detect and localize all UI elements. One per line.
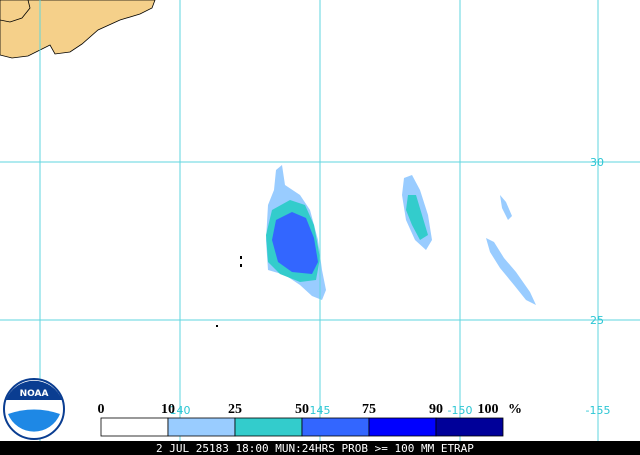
- noaa-logo: NOAA: [3, 378, 65, 440]
- legend-label: 25: [228, 402, 242, 417]
- land: [0, 0, 31, 23]
- lon-label: -155: [586, 404, 611, 417]
- lon-label: 140: [170, 404, 191, 417]
- lat-label: 30: [590, 156, 604, 169]
- legend-swatch: [234, 417, 303, 437]
- legend-label: 90: [429, 402, 443, 417]
- legend-label: 0: [98, 402, 105, 417]
- logo-text: NOAA: [20, 389, 49, 399]
- lon-label: 145: [310, 404, 331, 417]
- legend-label: 100: [478, 402, 499, 417]
- land: [0, 0, 156, 59]
- legend-label: 50: [295, 402, 309, 417]
- probability-areas: [216, 165, 536, 327]
- caption-bar: [0, 441, 640, 455]
- legend-swatch: [167, 417, 236, 437]
- legend-swatch: [435, 417, 504, 437]
- legend-label: 10: [161, 402, 175, 417]
- legend-label: 75: [362, 402, 376, 417]
- legend-swatch: [368, 417, 437, 437]
- legend: 0 10 25 50 75 90 100%: [98, 402, 522, 437]
- legend-unit: %: [508, 402, 522, 417]
- lon-label: -150: [448, 404, 473, 417]
- lat-label: 25: [590, 314, 604, 327]
- legend-swatch: [301, 417, 370, 437]
- caption: 2 JUL 25183 18:00 MUN:24HRS PROB >= 100 …: [156, 442, 474, 455]
- grid: 30 25 140 145 -150 -155: [0, 0, 640, 441]
- legend-swatch: [100, 417, 169, 437]
